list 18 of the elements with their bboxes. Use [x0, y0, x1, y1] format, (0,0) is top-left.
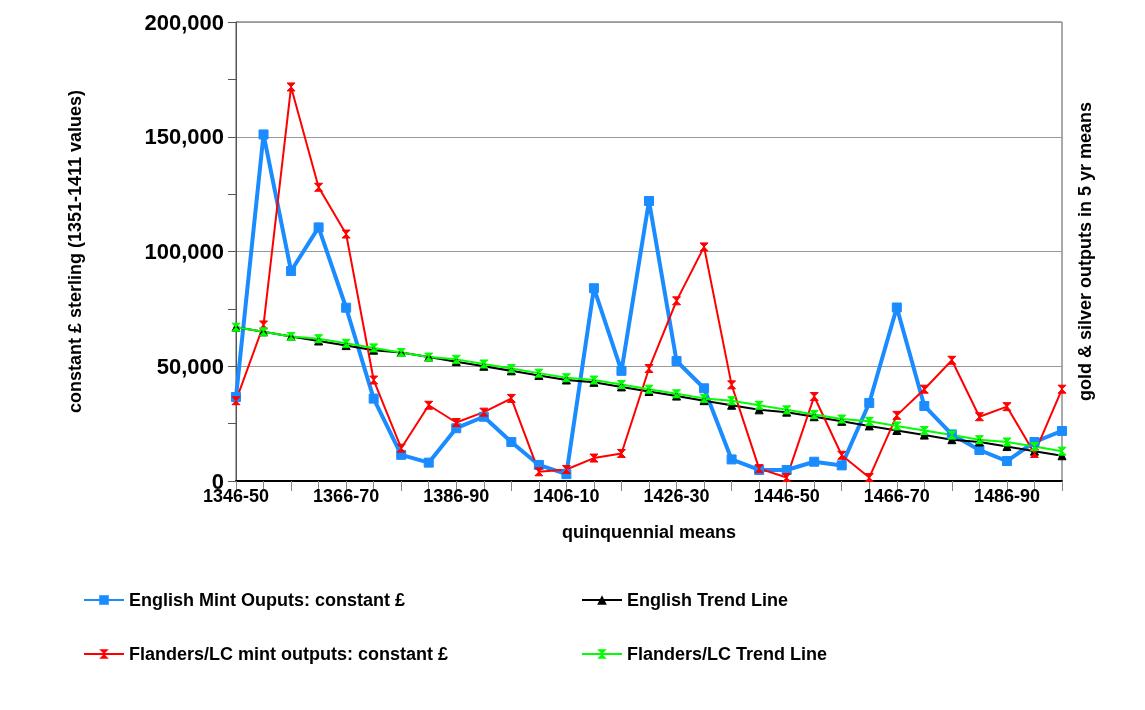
x-tick-label: 1406-10	[533, 486, 600, 506]
legend-label: English Mint Ouputs: constant £	[129, 590, 405, 610]
y-tick-label: 200,000	[144, 9, 224, 35]
legend-label: Flanders/LC Trend Line	[627, 644, 828, 664]
y-tick-label: 100,000	[144, 239, 224, 264]
y-tick-label: 50,000	[156, 353, 224, 379]
y-axis-title: constant £ sterling (1351-1411 values)	[65, 89, 85, 414]
x-tick-label: 1446-50	[753, 486, 820, 506]
x-axis-title: quinquennial means	[561, 522, 737, 542]
y-tick-label: 150,000	[144, 124, 224, 150]
x-tick-label: 1366-70	[313, 486, 380, 506]
x-tick-label: 1426-30	[643, 486, 710, 506]
x-tick-label: 1386-90	[423, 486, 490, 506]
legend-label: Flanders/LC mint outputs: constant £	[129, 644, 449, 664]
y2-axis-title: gold & silver outputs in 5 yr means	[1075, 101, 1095, 402]
x-tick-label: 1486-90	[973, 486, 1040, 506]
legend-label: English Trend Line	[627, 590, 789, 610]
x-tick-label: 1466-70	[863, 486, 930, 506]
